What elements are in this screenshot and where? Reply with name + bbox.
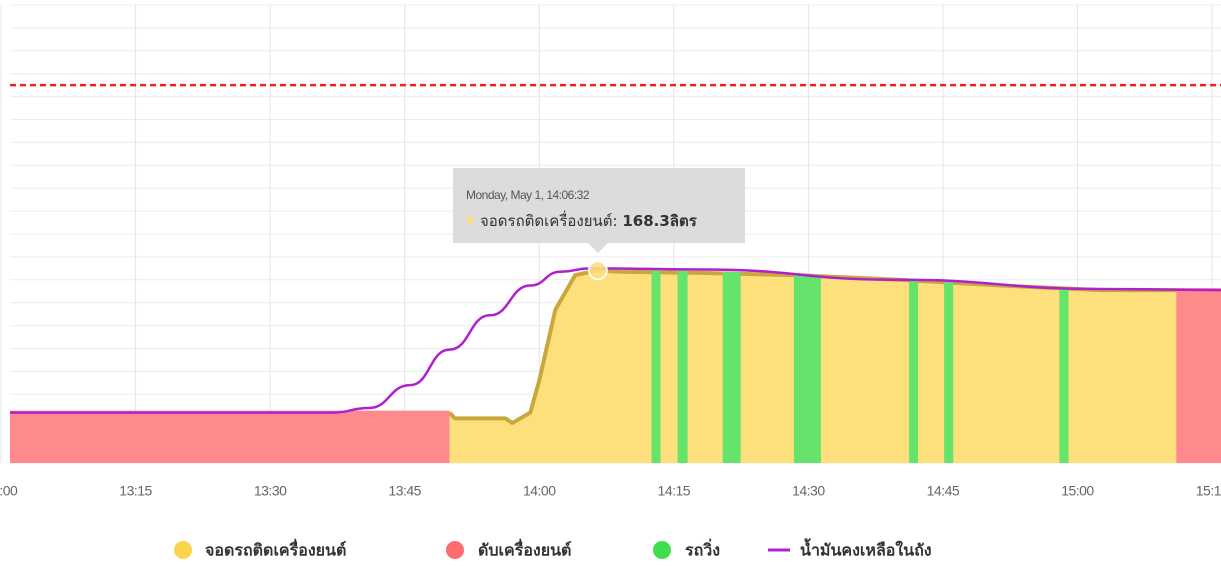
legend-swatch: [653, 541, 671, 559]
hover-marker: [587, 260, 608, 281]
x-tick-label: 14:00: [523, 483, 556, 499]
x-tick-label: 13:30: [254, 483, 287, 499]
legend-label[interactable]: น้ำมันคงเหลือในถัง: [800, 538, 932, 560]
tooltip-part: :: [613, 212, 623, 230]
tooltip: Monday, May 1, 14:06:32 จอดรถติดเครื่องยน…: [453, 168, 745, 253]
x-tick-label: 13:15: [119, 483, 152, 499]
x-tick-label: 14:45: [927, 483, 960, 499]
x-tick-label: 15:00: [1061, 483, 1094, 499]
legend-label[interactable]: รถวิ่ง: [685, 539, 720, 560]
x-tick-label: 13:00: [0, 483, 18, 499]
x-tick-label: 15:15: [1196, 483, 1221, 499]
x-tick-label: 13:45: [388, 483, 421, 499]
x-tick-label: 14:15: [658, 483, 691, 499]
tooltip-part: ลิตร: [670, 212, 698, 230]
legend-label[interactable]: ดับเครื่องยนต์: [478, 539, 571, 560]
legend-label[interactable]: จอดรถติดเครื่องยนต์: [205, 539, 346, 560]
area: [10, 290, 1221, 463]
tooltip-box: [453, 168, 745, 253]
tooltip-part: 168.3: [622, 212, 669, 230]
line: [10, 267, 1221, 414]
tooltip-part: จอดรถติดเครื่องยนต์: [480, 210, 613, 230]
legend-swatch: [174, 541, 192, 559]
x-tick-label: 14:30: [792, 483, 825, 499]
legend-swatch: [446, 541, 464, 559]
tooltip-dot: [466, 216, 474, 224]
tooltip-text: จอดรถติดเครื่องยนต์: 168.3ลิตร: [480, 210, 698, 230]
area: [651, 272, 1069, 463]
tooltip-title: Monday, May 1, 14:06:32: [466, 188, 590, 202]
